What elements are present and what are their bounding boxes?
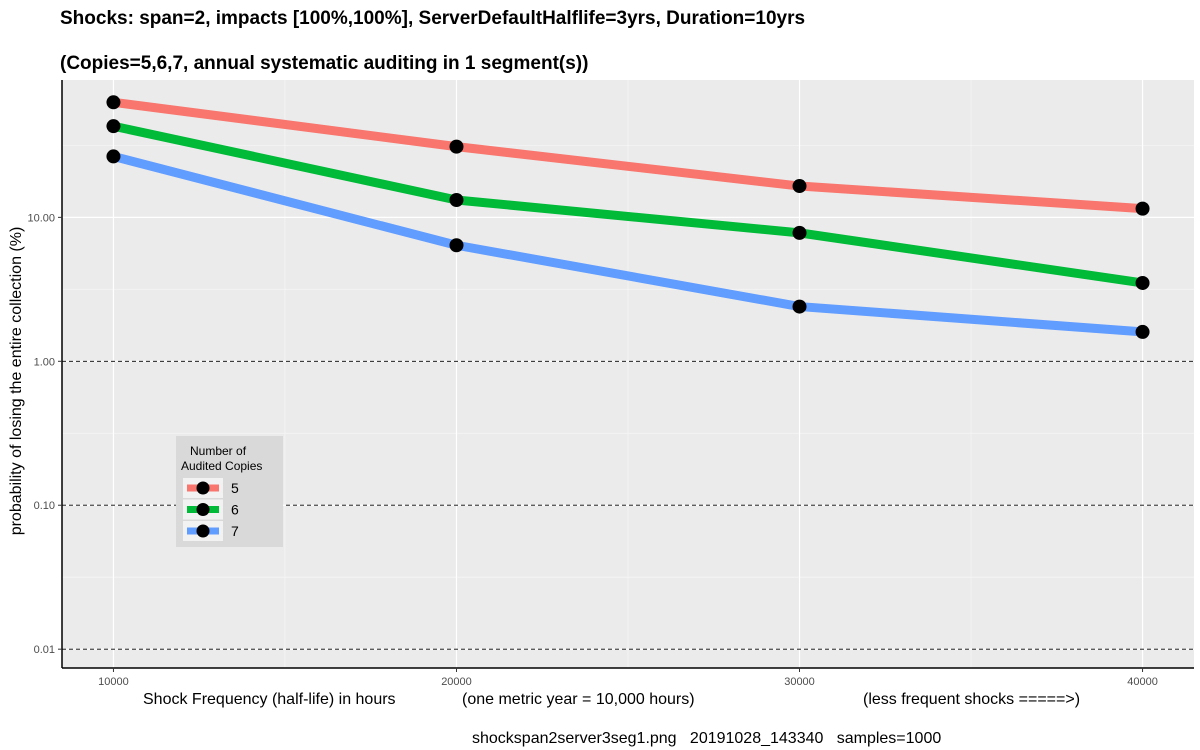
y-tick-label: 1.00 bbox=[34, 356, 55, 368]
data-point-7 bbox=[449, 238, 464, 253]
x-tick-label: 30000 bbox=[784, 676, 815, 688]
legend-marker-7 bbox=[196, 524, 210, 538]
data-point-6 bbox=[1135, 275, 1150, 290]
y-tick-label: 0.01 bbox=[34, 644, 55, 656]
grid-minor bbox=[62, 80, 1194, 668]
y-tick-label: 10.00 bbox=[27, 212, 55, 224]
legend-marker-6 bbox=[196, 503, 210, 516]
x-axis-label-direction: (less frequent shocks =====>) bbox=[863, 691, 1080, 708]
series-line-6 bbox=[108, 121, 1148, 288]
caption: shockspan2server3seg1.png 20191028_14334… bbox=[472, 730, 941, 747]
series-line-7 bbox=[108, 151, 1148, 337]
y-tick-label: 0.10 bbox=[34, 500, 55, 512]
x-axis-ticks: 10000 20000 30000 40000 bbox=[98, 668, 1158, 688]
y-axis-label: probability of losing the entire collect… bbox=[8, 227, 25, 536]
legend-label-7: 7 bbox=[231, 523, 239, 539]
legend-label-5: 5 bbox=[231, 480, 239, 496]
series-points bbox=[106, 95, 1150, 339]
data-point-5 bbox=[1135, 201, 1150, 216]
data-point-5 bbox=[449, 139, 464, 154]
series-lines bbox=[108, 97, 1148, 337]
x-tick-label: 20000 bbox=[441, 676, 472, 688]
x-axis-label: Shock Frequency (half-life) in hours bbox=[143, 691, 396, 708]
chart-subtitle: (Copies=5,6,7, annual systematic auditin… bbox=[60, 53, 588, 74]
data-point-6 bbox=[792, 225, 807, 240]
legend-title-line-2: Audited Copies bbox=[181, 459, 262, 473]
x-tick-label: 40000 bbox=[1127, 676, 1158, 688]
legend-label-6: 6 bbox=[231, 502, 239, 518]
data-point-5 bbox=[792, 179, 807, 194]
data-point-7 bbox=[1135, 324, 1150, 339]
legend-title-line-1: Number of bbox=[190, 444, 247, 458]
chart-title: Shocks: span=2, impacts [100%,100%], Ser… bbox=[60, 8, 805, 29]
x-tick-label: 10000 bbox=[98, 676, 129, 688]
legend: Number of Audited Copies 5 6 7 bbox=[176, 436, 283, 547]
legend-marker-5 bbox=[196, 481, 210, 495]
x-axis-label-note: (one metric year = 10,000 hours) bbox=[462, 691, 695, 708]
data-point-6 bbox=[106, 119, 121, 134]
data-point-5 bbox=[106, 95, 121, 110]
data-point-7 bbox=[792, 299, 807, 314]
data-point-7 bbox=[106, 149, 121, 164]
data-point-6 bbox=[449, 192, 464, 207]
series-line-5 bbox=[108, 97, 1148, 214]
y-axis-ticks: 0.01 0.10 1.00 10.00 bbox=[27, 212, 62, 656]
